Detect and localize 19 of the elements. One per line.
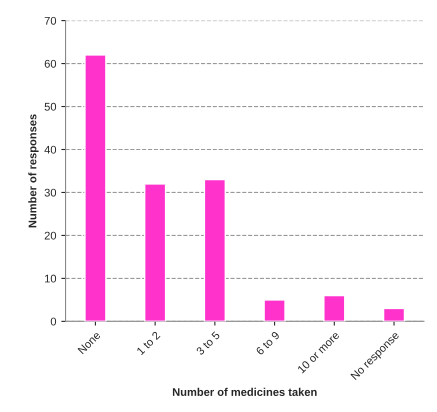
bar	[144, 183, 166, 322]
y-axis-title: Number of responses	[28, 114, 39, 228]
y-tick-label: 10	[45, 274, 56, 283]
bar	[204, 178, 226, 322]
x-tick-label: 3 to 5	[196, 330, 220, 356]
y-tick-label: 20	[44, 232, 56, 240]
y-tick-label: 30	[44, 188, 56, 197]
x-axis-title: Number of medicines taken	[172, 388, 317, 396]
bar	[382, 308, 406, 322]
bar	[263, 299, 286, 322]
y-tick-label: 60	[44, 60, 56, 68]
y-tick-label: 0	[50, 318, 56, 326]
bar	[323, 294, 346, 322]
x-tick-label: 6 to 9	[256, 330, 280, 356]
bar	[84, 54, 107, 322]
y-tick-label: 70	[44, 16, 56, 25]
y-tick-label: 50	[44, 102, 56, 111]
y-tick-label: 40	[44, 146, 56, 154]
x-tick-label: 1 to 2	[136, 330, 161, 356]
